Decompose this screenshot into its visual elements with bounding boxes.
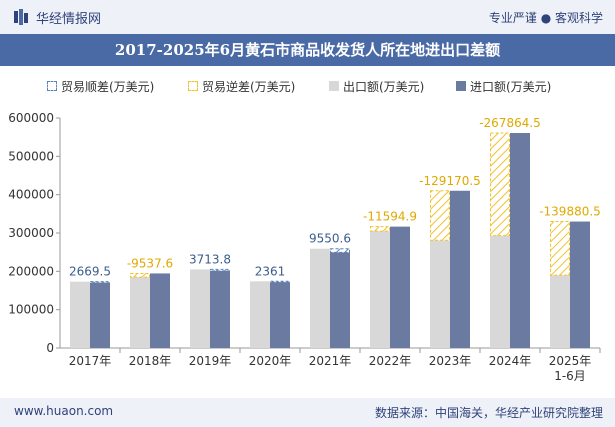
balance-data-label: -267864.5 xyxy=(479,116,541,130)
legend-label-import: 进口额(万美元) xyxy=(470,80,552,94)
import-bar xyxy=(210,270,230,348)
deficit-segment xyxy=(130,272,150,278)
x-tick-label: 2022年 xyxy=(369,354,412,368)
import-bar xyxy=(450,190,470,348)
header-tagline: 专业严谨 ● 客观科学 xyxy=(488,11,603,25)
y-tick-label: 400000 xyxy=(8,188,54,202)
export-bar xyxy=(490,235,510,348)
deficit-segment xyxy=(490,132,510,237)
balance-data-label: 2361 xyxy=(255,264,286,278)
logo-icon xyxy=(14,9,28,25)
x-tick-label: 2020年 xyxy=(249,354,292,368)
export-bar xyxy=(130,277,150,348)
y-tick-label: 200000 xyxy=(8,264,54,278)
footer-source: 数据来源：中国海关，华经产业研究院整理 xyxy=(374,406,603,420)
export-bar xyxy=(370,231,390,348)
y-tick-label: 500000 xyxy=(8,149,54,163)
export-bar xyxy=(310,248,330,348)
x-tick-label: 2025年 xyxy=(549,354,592,368)
deficit-segment xyxy=(550,221,570,276)
surplus-segment xyxy=(270,280,290,283)
y-tick-label: 300000 xyxy=(8,226,54,240)
balance-data-label: -129170.5 xyxy=(419,174,481,188)
import-bar xyxy=(390,226,410,348)
x-tick-label: 2019年 xyxy=(189,354,232,368)
header-bar: 华经情报网 专业严谨 ● 客观科学 xyxy=(0,0,615,34)
legend-label-deficit: 贸易逆差(万美元) xyxy=(202,80,296,94)
deficit-segment xyxy=(430,190,450,241)
x-tick-label: 2017年 xyxy=(69,354,112,368)
chart-legend: 贸易顺差(万美元) 贸易逆差(万美元) 出口额(万美元) 进口额(万美元) xyxy=(0,76,615,96)
deficit-segment xyxy=(370,226,390,232)
import-bar xyxy=(150,273,170,348)
bar-chart: 0 100000 200000 300000 400000 500000 600000 266… xyxy=(8,111,601,383)
surplus-segment xyxy=(90,281,110,284)
legend-swatch-surplus xyxy=(47,81,57,91)
balance-data-label: 3713.8 xyxy=(189,252,231,266)
x-tick-label: 2023年 xyxy=(429,354,472,368)
surplus-segment xyxy=(210,268,230,272)
legend-swatch-import xyxy=(456,81,466,91)
surplus-segment xyxy=(330,248,350,253)
balance-data-label: -11594.9 xyxy=(363,210,417,224)
x-tick-label: 2021年 xyxy=(309,354,352,368)
export-bar xyxy=(430,240,450,348)
chart-title: 2017-2025年6月黄石市商品收发货人所在地进出口差额 xyxy=(114,41,501,59)
balance-data-label: -139880.5 xyxy=(539,205,601,219)
balance-data-label: -9537.6 xyxy=(127,256,173,270)
y-tick-label: 100000 xyxy=(8,303,54,317)
x-tick-label: 2024年 xyxy=(489,354,532,368)
y-tick-label: 600000 xyxy=(8,111,54,125)
export-bar xyxy=(70,281,90,348)
import-bar xyxy=(270,282,290,348)
import-bar xyxy=(330,252,350,348)
title-bar: 2017-2025年6月黄石市商品收发货人所在地进出口差额 xyxy=(0,34,615,66)
import-bar xyxy=(90,282,110,348)
x-tick-label: 1-6月 xyxy=(554,369,586,383)
export-bar xyxy=(550,275,570,348)
y-tick-label: 0 xyxy=(46,341,54,355)
legend-label-surplus: 贸易顺差(万美元) xyxy=(61,80,155,94)
legend-swatch-export xyxy=(329,81,339,91)
x-tick-label: 2018年 xyxy=(129,354,172,368)
export-bar xyxy=(250,281,270,348)
export-bar xyxy=(190,269,210,348)
import-bar xyxy=(570,221,590,348)
legend-swatch-deficit xyxy=(188,81,198,91)
footer-bar: www.huaon.com 数据来源：中国海关，华经产业研究院整理 xyxy=(0,398,615,427)
legend-label-export: 出口额(万美元) xyxy=(343,80,425,94)
balance-data-label: 2669.5 xyxy=(69,265,111,279)
brand-name: 华经情报网 xyxy=(36,12,102,27)
footer-website: www.huaon.com xyxy=(14,404,114,418)
balance-data-label: 9550.6 xyxy=(309,232,351,246)
import-bar xyxy=(510,132,530,348)
